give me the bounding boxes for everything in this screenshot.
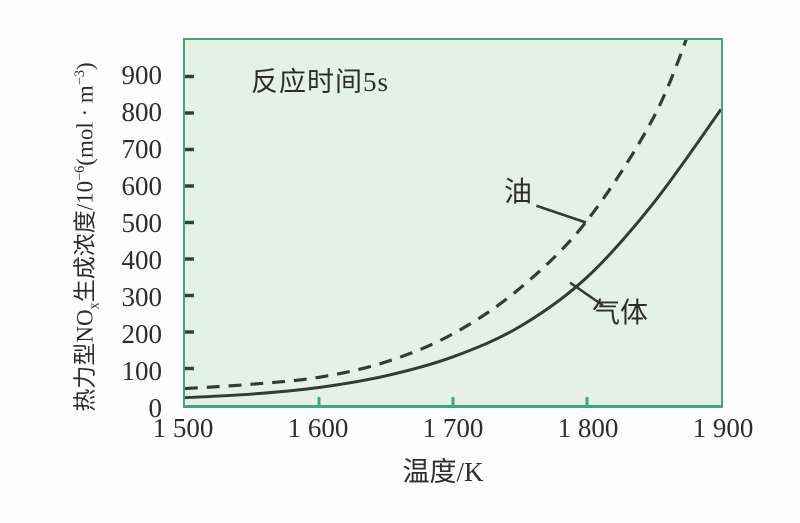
oil-curve [185, 40, 688, 391]
y-tick-label: 800 [121, 97, 163, 127]
y-tick-label: 200 [121, 319, 163, 349]
reaction-time-annotation: 反应时间5s [251, 67, 390, 97]
gas-curve [185, 108, 721, 400]
y-tick-label: 100 [121, 356, 163, 386]
gas-curve-label: 气体 [592, 298, 649, 329]
x-axis-title: 温度/K [402, 457, 484, 487]
x-tick-label: 1 900 [692, 413, 754, 443]
x-tick-label: 1 600 [287, 413, 349, 443]
y-tick-label: 500 [121, 208, 163, 238]
plot-area: 反应时间5s [183, 38, 723, 408]
plot-svg [185, 40, 721, 405]
y-tick-label: 400 [121, 245, 163, 275]
x-tick-label: 1 700 [422, 413, 484, 443]
x-tick-label: 1 800 [557, 413, 619, 443]
y-tick-label: 0 [148, 393, 163, 423]
y-tick-label: 700 [121, 134, 163, 164]
x-tick-label: 1 500 [152, 413, 214, 443]
y-tick-label: 300 [121, 282, 163, 312]
y-tick-label: 600 [121, 171, 163, 201]
y-tick-label: 900 [121, 60, 163, 90]
oil-leader-line [535, 204, 587, 224]
oil-curve-label: 油 [504, 177, 533, 208]
